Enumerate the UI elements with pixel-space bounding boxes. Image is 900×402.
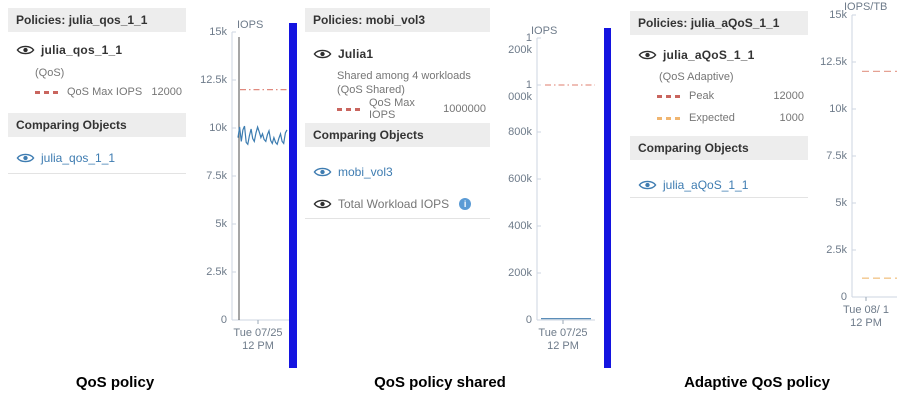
panel-adaptive-qos-policy: Policies: julia_aQoS_1_1 julia_aQoS_1_1 … <box>630 11 808 206</box>
x-axis-label: 12 PM <box>850 317 882 329</box>
comparing-objects-header: Comparing Objects <box>305 123 490 147</box>
y-tick-label: 800k <box>508 126 532 138</box>
y-tick-label: 7.5k <box>826 150 847 162</box>
policies-header: Policies: julia_aQoS_1_1 <box>630 11 808 35</box>
legend-peak: Peak 12000 <box>657 89 804 103</box>
y-tick-label: 5k <box>835 197 847 209</box>
legend-value: 1000 <box>779 112 804 124</box>
y-tick-label: 12.5k <box>820 56 847 68</box>
panel-qos-policy: Policies: julia_qos_1_1 julia_qos_1_1 (Q… <box>8 8 186 178</box>
y-tick-label: 1 200k <box>508 32 532 56</box>
workload-name: julia_qos_1_1 <box>41 43 123 57</box>
caption-qos-policy: QoS policy <box>75 374 155 391</box>
legend-label: Peak <box>689 90 715 102</box>
eye-icon[interactable] <box>16 44 35 56</box>
comparing-object-row[interactable]: mobi_vol3 <box>313 164 490 180</box>
chart-unit-label: IOPS/TB <box>844 1 888 13</box>
legend-label: Expected <box>689 112 735 124</box>
chart-canvas <box>536 37 595 324</box>
x-axis-label: 12 PM <box>242 340 274 352</box>
y-tick-label: 2.5k <box>826 244 847 256</box>
eye-icon[interactable] <box>313 48 332 60</box>
y-tick-label: 200k <box>508 267 532 279</box>
chart-canvas <box>851 14 897 301</box>
y-tick-label: 15k <box>829 9 847 21</box>
x-axis-label: Tue 08/ 1 <box>842 304 890 316</box>
eye-icon[interactable] <box>638 179 657 191</box>
policy-type-label: (QoS) <box>35 67 65 79</box>
chart-unit-label: IOPS <box>531 25 558 37</box>
eye-icon[interactable] <box>313 198 332 210</box>
comparing-object-link[interactable]: mobi_vol3 <box>338 165 393 179</box>
policies-header: Policies: mobi_vol3 <box>305 8 490 32</box>
caption-qos-policy-shared: QoS policy shared <box>374 374 506 391</box>
y-tick-label: 10k <box>829 103 847 115</box>
red-dashed-line-swatch <box>337 107 361 111</box>
blue-separator-bar <box>604 28 611 368</box>
y-tick-label: 600k <box>508 173 532 185</box>
x-axis-label: Tue 07/25 <box>233 327 283 339</box>
legend-label: QoS Max IOPS <box>67 86 143 98</box>
y-tick-label: 2.5k <box>206 266 227 278</box>
workload-row-julia_aQoS_1_1: julia_aQoS_1_1 <box>638 47 808 63</box>
y-tick-label: 1 000k <box>508 79 532 103</box>
y-tick-label: 0 <box>840 291 847 303</box>
x-axis-label: 12 PM <box>547 340 579 352</box>
policy-type-label: (QoS Shared) <box>337 84 405 96</box>
red-dashed-line-swatch <box>657 94 681 98</box>
legend-label: QoS Max IOPS <box>369 97 415 121</box>
comparing-object-link[interactable]: julia_qos_1_1 <box>41 151 116 165</box>
divider <box>630 197 808 198</box>
chart-adaptive-iops-per-tb: 15k 12.5k 10k 7.5k 5k 2.5k 0 IOPS/TB Tue 08/ 1 12… <box>815 1 900 343</box>
policy-type-label: (QoS Adaptive) <box>659 71 734 83</box>
legend-value: 1000000 <box>443 103 486 115</box>
eye-icon[interactable] <box>313 166 332 178</box>
divider <box>8 173 186 174</box>
workload-row-julia1: Julia1 <box>313 46 490 62</box>
series-line-julia_qos_1_1 <box>237 124 288 146</box>
workload-name: julia_aQoS_1_1 <box>663 48 755 62</box>
panel-qos-policy-shared: Policies: mobi_vol3 Julia1 Shared among … <box>305 8 490 223</box>
chart-unit-label: IOPS <box>237 19 264 31</box>
info-icon[interactable]: i <box>459 198 472 210</box>
comparing-objects-header: Comparing Objects <box>630 136 808 160</box>
y-tick-label: 400k <box>508 220 532 232</box>
divider <box>305 218 490 219</box>
y-tick-label: 12.5k <box>200 74 227 86</box>
eye-icon[interactable] <box>638 49 657 61</box>
y-tick-label: 0 <box>525 314 532 326</box>
chart-shared-iops: 1 200k 1 000k 800k 600k 400k 200k 0 IOPS Tue 07/… <box>500 25 610 360</box>
comparing-object-row[interactable]: julia_aQoS_1_1 <box>638 177 808 193</box>
workload-name: Julia1 <box>338 47 374 61</box>
y-tick-label: 0 <box>220 314 227 326</box>
chart-qos-iops: 15k 12.5k 10k 7.5k 5k 2.5k 0 IOPS Tue 07/25 12 PM <box>195 19 300 360</box>
y-tick-label: 7.5k <box>206 170 227 182</box>
total-workload-iops-row: Total Workload IOPS i <box>313 196 490 212</box>
y-tick-label: 10k <box>209 122 227 134</box>
total-workload-iops-label: Total Workload IOPS <box>338 197 450 211</box>
policies-header: Policies: julia_qos_1_1 <box>8 8 186 32</box>
red-dashed-line-swatch <box>35 90 59 94</box>
orange-dashed-line-swatch <box>657 116 681 120</box>
workload-row-julia_qos_1_1: julia_qos_1_1 <box>16 42 186 58</box>
chart-canvas <box>231 31 290 324</box>
legend-qos-max-iops: QoS Max IOPS 1000000 <box>337 97 486 121</box>
caption-adaptive-qos-policy: Adaptive QoS policy <box>684 374 830 391</box>
legend-value: 12000 <box>151 86 182 98</box>
comparing-object-link[interactable]: julia_aQoS_1_1 <box>663 178 749 192</box>
legend-expected: Expected 1000 <box>657 111 804 125</box>
legend-value: 12000 <box>773 90 804 102</box>
comparing-object-row[interactable]: julia_qos_1_1 <box>16 150 186 166</box>
x-axis-label: Tue 07/25 <box>538 327 588 339</box>
y-tick-label: 5k <box>215 218 227 230</box>
y-tick-label: 15k <box>209 26 227 38</box>
comparing-objects-header: Comparing Objects <box>8 113 186 137</box>
legend-qos-max-iops: QoS Max IOPS 12000 <box>35 85 182 99</box>
blue-separator-bar <box>289 23 297 368</box>
shared-workloads-label: Shared among 4 workloads <box>337 70 471 82</box>
eye-icon[interactable] <box>16 152 35 164</box>
